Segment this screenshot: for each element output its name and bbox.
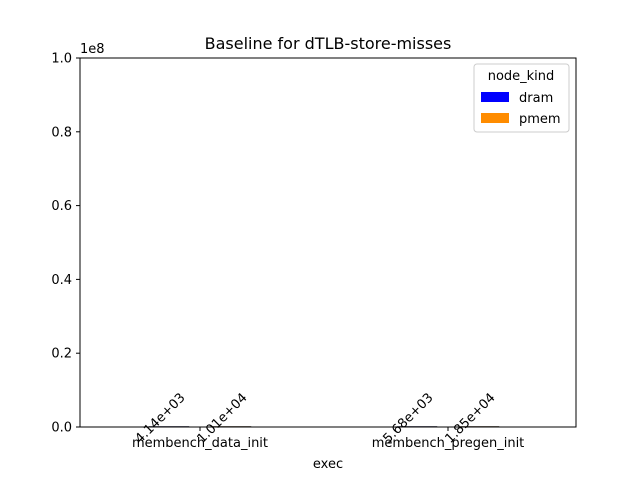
- x-axis-label: exec: [313, 457, 343, 472]
- y-axis: 0.0 0.2 0.4 0.6 0.8 1.0: [51, 52, 80, 436]
- y-tick-label: 1.0: [51, 52, 72, 67]
- y-scale-label: 1e8: [80, 42, 105, 57]
- y-tick-label: 0.8: [51, 125, 72, 140]
- legend-label-dram: dram: [519, 91, 553, 106]
- y-tick-label: 0.4: [51, 273, 72, 288]
- plot-frame: [79, 57, 577, 428]
- chart-title: Baseline for dTLB-store-misses: [205, 34, 452, 53]
- legend-swatch-pmem: [481, 113, 509, 123]
- y-tick-label: 0.6: [51, 199, 72, 214]
- y-tick-label: 0.0: [51, 421, 72, 436]
- y-tick-label: 0.2: [51, 347, 72, 362]
- x-tick-label: membench_pregen_init: [372, 436, 525, 451]
- legend-title: node_kind: [488, 69, 555, 84]
- legend-label-pmem: pmem: [519, 112, 561, 127]
- x-axis: membench_data_init membench_pregen_init: [132, 427, 524, 451]
- legend: node_kind dram pmem: [473, 63, 570, 133]
- legend-swatch-dram: [481, 92, 509, 102]
- x-tick-label: membench_data_init: [132, 436, 268, 451]
